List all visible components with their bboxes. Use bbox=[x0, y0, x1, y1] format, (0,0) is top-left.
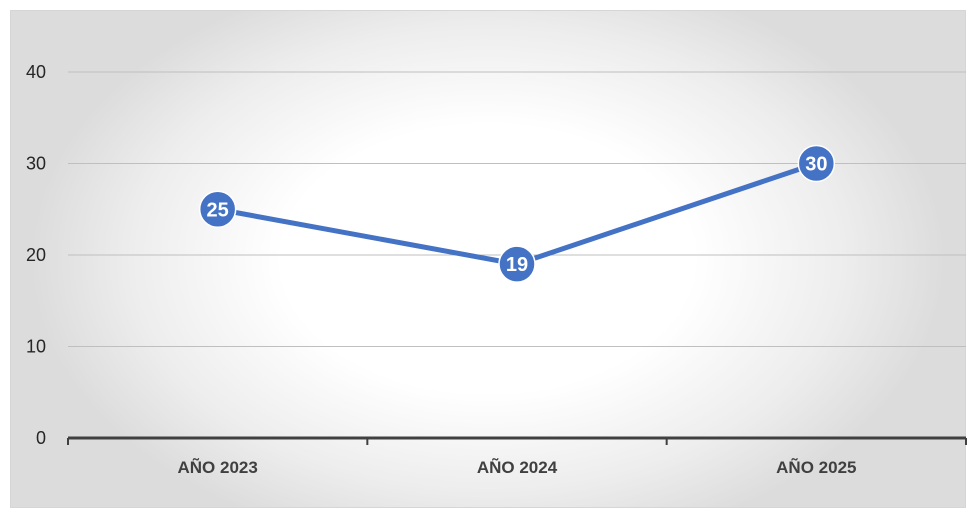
y-tick-label: 0 bbox=[36, 428, 46, 448]
data-point bbox=[198, 190, 237, 228]
x-axis bbox=[67, 436, 967, 445]
x-tick-label: AÑO 2024 bbox=[477, 457, 558, 477]
y-axis-tick-labels: 0 10 20 30 40 bbox=[26, 62, 46, 448]
data-points: 25 19 30 bbox=[198, 144, 836, 283]
data-point bbox=[498, 245, 536, 283]
y-tick-label: 40 bbox=[26, 62, 46, 82]
y-tick-label: 10 bbox=[26, 337, 46, 357]
x-tick-label: AÑO 2025 bbox=[776, 457, 856, 477]
y-tick-label: 30 bbox=[26, 154, 46, 174]
data-label: 30 bbox=[805, 154, 827, 176]
x-axis-tick-labels: AÑO 2023 AÑO 2024 AÑO 2025 bbox=[178, 457, 857, 477]
x-tick-label: AÑO 2023 bbox=[178, 457, 258, 477]
data-label: 19 bbox=[506, 254, 528, 276]
data-point bbox=[797, 144, 836, 183]
y-tick-label: 20 bbox=[26, 245, 46, 265]
data-label: 25 bbox=[207, 199, 229, 221]
